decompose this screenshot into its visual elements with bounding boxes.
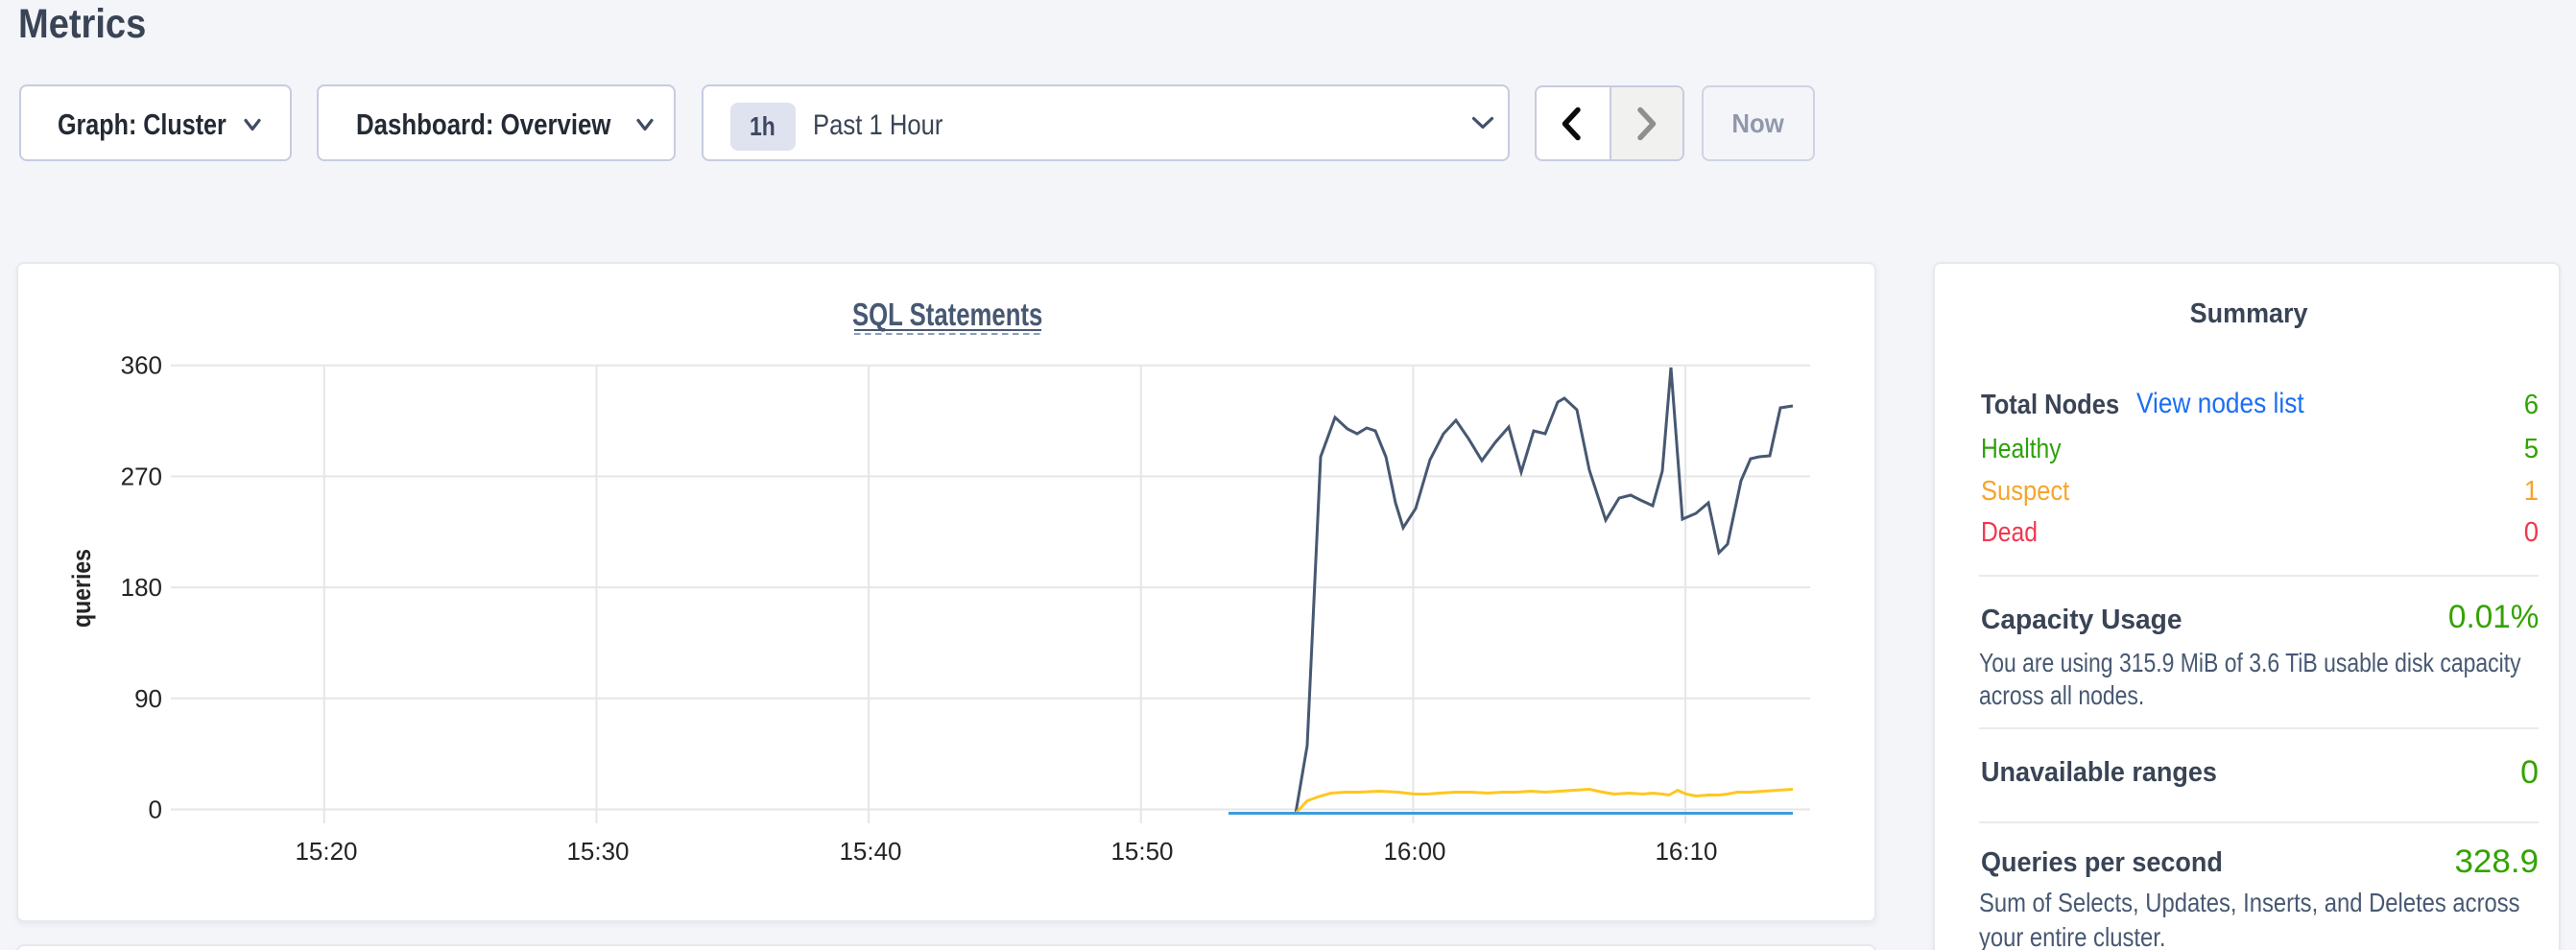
svg-text:16:00: 16:00 xyxy=(1383,837,1445,866)
svg-text:0: 0 xyxy=(149,796,162,824)
svg-text:15:20: 15:20 xyxy=(295,837,357,866)
svg-text:15:50: 15:50 xyxy=(1110,837,1173,866)
svg-text:90: 90 xyxy=(134,684,162,713)
svg-text:16:10: 16:10 xyxy=(1655,837,1717,866)
svg-text:180: 180 xyxy=(121,573,162,602)
svg-text:270: 270 xyxy=(121,462,162,490)
svg-text:360: 360 xyxy=(121,351,162,380)
svg-text:15:30: 15:30 xyxy=(566,837,629,866)
svg-text:queries: queries xyxy=(67,549,96,628)
svg-text:15:40: 15:40 xyxy=(839,837,901,866)
